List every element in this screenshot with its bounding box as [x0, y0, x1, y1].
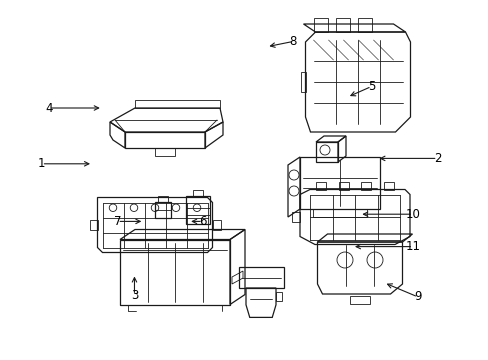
Text: 8: 8 — [289, 35, 297, 48]
Text: 9: 9 — [413, 291, 421, 303]
Text: 3: 3 — [130, 289, 138, 302]
Text: 10: 10 — [405, 208, 420, 221]
Text: 11: 11 — [405, 240, 420, 253]
Text: 1: 1 — [38, 157, 45, 170]
Text: 6: 6 — [199, 215, 206, 228]
Text: 4: 4 — [45, 102, 53, 114]
Text: 5: 5 — [367, 80, 375, 93]
Text: 2: 2 — [433, 152, 441, 165]
Text: 7: 7 — [113, 215, 121, 228]
